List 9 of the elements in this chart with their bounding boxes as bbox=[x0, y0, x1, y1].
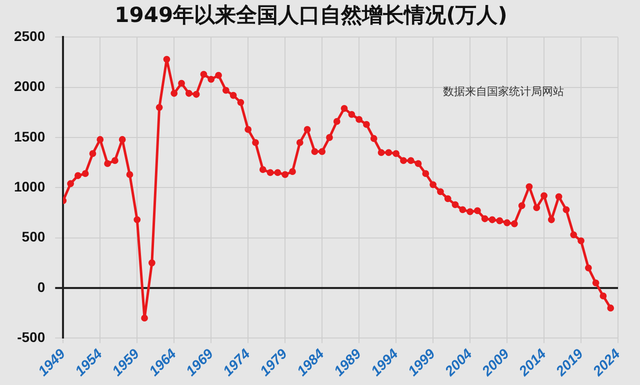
y-tick-label: 2000 bbox=[14, 78, 46, 94]
y-tick-label: 0 bbox=[37, 278, 46, 295]
y-tick-label: 2500 bbox=[14, 28, 46, 44]
y-tick-label: 1500 bbox=[14, 128, 46, 144]
annotation: 数据来自国家统计局网站 bbox=[443, 85, 564, 98]
y-tick-label: -500 bbox=[17, 328, 46, 345]
chart-title: 1949年以来全国人口自然增长情况(万人) bbox=[114, 3, 508, 28]
y-tick-label: 1000 bbox=[14, 178, 46, 195]
y-tick-label: 500 bbox=[22, 228, 46, 245]
